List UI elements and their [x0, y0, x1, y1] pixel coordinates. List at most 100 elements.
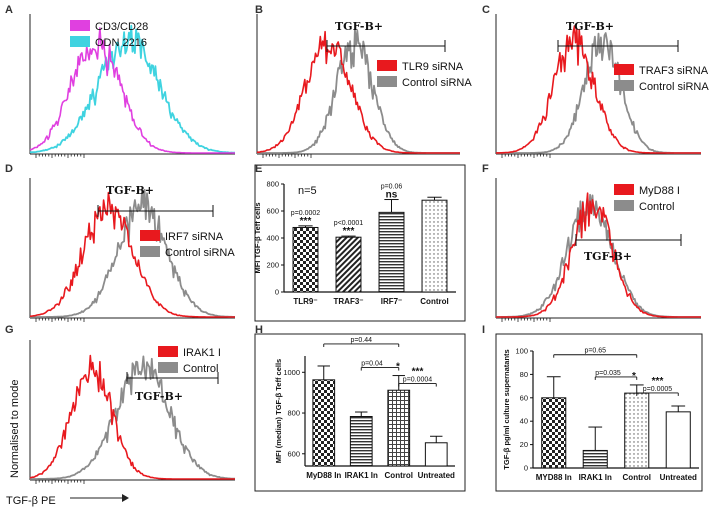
category-label-h-2: IRAK1 In	[345, 471, 378, 480]
series-line-a-1	[29, 27, 235, 154]
legend-swatch-a-1	[70, 20, 90, 31]
series-line-d-2	[30, 188, 235, 318]
panel-label-i: I	[482, 324, 485, 336]
legend-swatch-g-1	[158, 346, 178, 357]
legend-label-d-2: Control siRNA	[165, 247, 235, 259]
bar-h-3	[387, 389, 411, 467]
panel-frame-h	[254, 333, 466, 492]
significance-e-1: ***	[300, 216, 312, 227]
legend-label-f-1: MyD88 I	[639, 185, 680, 197]
y-tick-label-e: 200	[266, 261, 279, 270]
y-tick-label-i: 60	[520, 393, 528, 402]
y-tick-label-i: 20	[520, 440, 528, 449]
y-tick-label-e: 0	[275, 288, 279, 297]
significance-e-2: ***	[343, 226, 355, 237]
legend-swatch-a-2	[70, 36, 90, 47]
text-layer: A B C D E F G H I CD3/CD28 ODN 2216 TLR9 siRNA Contr…	[5, 4, 709, 507]
y-tick-label-e: 600	[266, 207, 279, 216]
legend-label-b-2: Control siRNA	[402, 77, 472, 89]
y-axis-title-h: MFI (median) TGF-β Teff cells	[274, 359, 283, 463]
y-tick-label-i: 100	[515, 347, 528, 356]
category-label-i-3: Control	[623, 473, 651, 482]
marks-layer	[29, 20, 701, 480]
bar-e-3	[378, 211, 405, 293]
y-tick-label-h: 1000	[283, 368, 300, 377]
series-line-g-2	[30, 355, 235, 480]
panel-label-b: B	[255, 4, 263, 16]
category-label-e-2: TRAF3⁻	[334, 297, 364, 306]
axes-layer	[29, 14, 703, 502]
y-axis-title-e: MFI TGF-β Teff cells	[253, 202, 262, 273]
comparison-p-h-2: p=0.04	[361, 361, 383, 368]
series-line-g-1	[29, 354, 235, 480]
comparison-p-i-2: p=0.035	[595, 370, 621, 377]
legend-swatch-c-1	[614, 64, 634, 75]
bar-e-1	[292, 226, 319, 293]
comparison-p-i-3: p=0.0005	[643, 386, 672, 393]
gate-label-g: TGF-B+	[135, 390, 183, 403]
panel-label-a: A	[5, 4, 13, 16]
significance-e-3: ns	[386, 190, 398, 201]
bar-h-1	[312, 379, 336, 467]
category-label-h-1: MyD88 In	[306, 471, 341, 480]
bar-h-4	[424, 442, 448, 467]
legend-label-a-2: ODN 2216	[95, 37, 147, 49]
comparison-p-h-3: p=0.0004	[403, 377, 432, 384]
legend-swatch-d-1	[140, 230, 160, 241]
category-label-i-4: Untreated	[660, 473, 697, 482]
legend-label-d-1: IRF7 siRNA	[165, 231, 224, 243]
panel-frame-i	[495, 333, 703, 492]
y-tick-label-h: 800	[287, 409, 300, 418]
legend-label-a-1: CD3/CD28	[95, 21, 148, 33]
bar-i-4	[665, 411, 691, 469]
comparison-p-h-1: p=0.44	[350, 337, 372, 344]
comparison-stars-h-2: *	[396, 362, 400, 373]
legend-swatch-f-2	[614, 200, 634, 211]
panel-label-g: G	[5, 324, 14, 336]
legend-label-c-2: Control siRNA	[639, 81, 709, 93]
p-value-e-1: p=0.0002	[291, 210, 320, 217]
y-tick-label-i: 80	[520, 370, 528, 379]
y-tick-label-e: 800	[266, 180, 279, 189]
gate-label-b: TGF-B+	[335, 20, 383, 33]
y-tick-label-e: 400	[266, 234, 279, 243]
category-label-e-3: IRF7⁻	[381, 297, 403, 306]
legend-label-c-1: TRAF3 siRNA	[639, 65, 709, 77]
category-label-i-1: MYD88 In	[536, 473, 572, 482]
legend-label-g-2: Control	[183, 363, 218, 375]
comparison-stars-i-3: ***	[652, 376, 664, 387]
legend-swatch-b-2	[377, 76, 397, 87]
legend-swatch-d-2	[140, 246, 160, 257]
x-arrowhead-g	[122, 494, 129, 502]
y-tick-label-h: 600	[287, 449, 300, 458]
gate-label-f: TGF-B+	[584, 250, 632, 263]
series-line-d-1	[30, 191, 235, 318]
panel-label-c: C	[482, 4, 490, 16]
series-line-c-1	[496, 25, 701, 154]
legend-label-g-1: IRAK1 I	[183, 347, 221, 359]
p-value-e-3: p=0.06	[381, 184, 403, 191]
series-line-c-2	[496, 32, 701, 154]
legend-label-f-2: Control	[639, 201, 674, 213]
gate-label-d: TGF-B+	[106, 184, 154, 197]
y-axis-title-i: TGF-β pg/ml culture supernatants	[502, 349, 511, 469]
category-label-e-4: Control	[420, 297, 448, 306]
panel-frame-e	[254, 164, 466, 322]
bar-i-2	[582, 449, 608, 469]
category-label-h-3: Control	[385, 471, 413, 480]
comparison-stars-i-2: *	[632, 371, 636, 382]
series-line-f-1	[496, 192, 701, 318]
category-label-i-2: IRAK1 In	[579, 473, 612, 482]
bar-h-2	[349, 416, 373, 467]
comparison-p-i-1: p=0.65	[584, 348, 606, 355]
y-tick-label-i: 0	[524, 464, 528, 473]
x-axis-title-g: TGF-β PE	[6, 495, 56, 507]
gate-label-c: TGF-B+	[566, 20, 614, 33]
legend-label-b-1: TLR9 siRNA	[402, 61, 464, 73]
series-line-b-2	[257, 28, 460, 154]
legend-swatch-b-1	[377, 60, 397, 71]
series-line-b-1	[256, 30, 460, 154]
panel-label-f: F	[482, 163, 489, 175]
category-label-h-4: Untreated	[418, 471, 455, 480]
